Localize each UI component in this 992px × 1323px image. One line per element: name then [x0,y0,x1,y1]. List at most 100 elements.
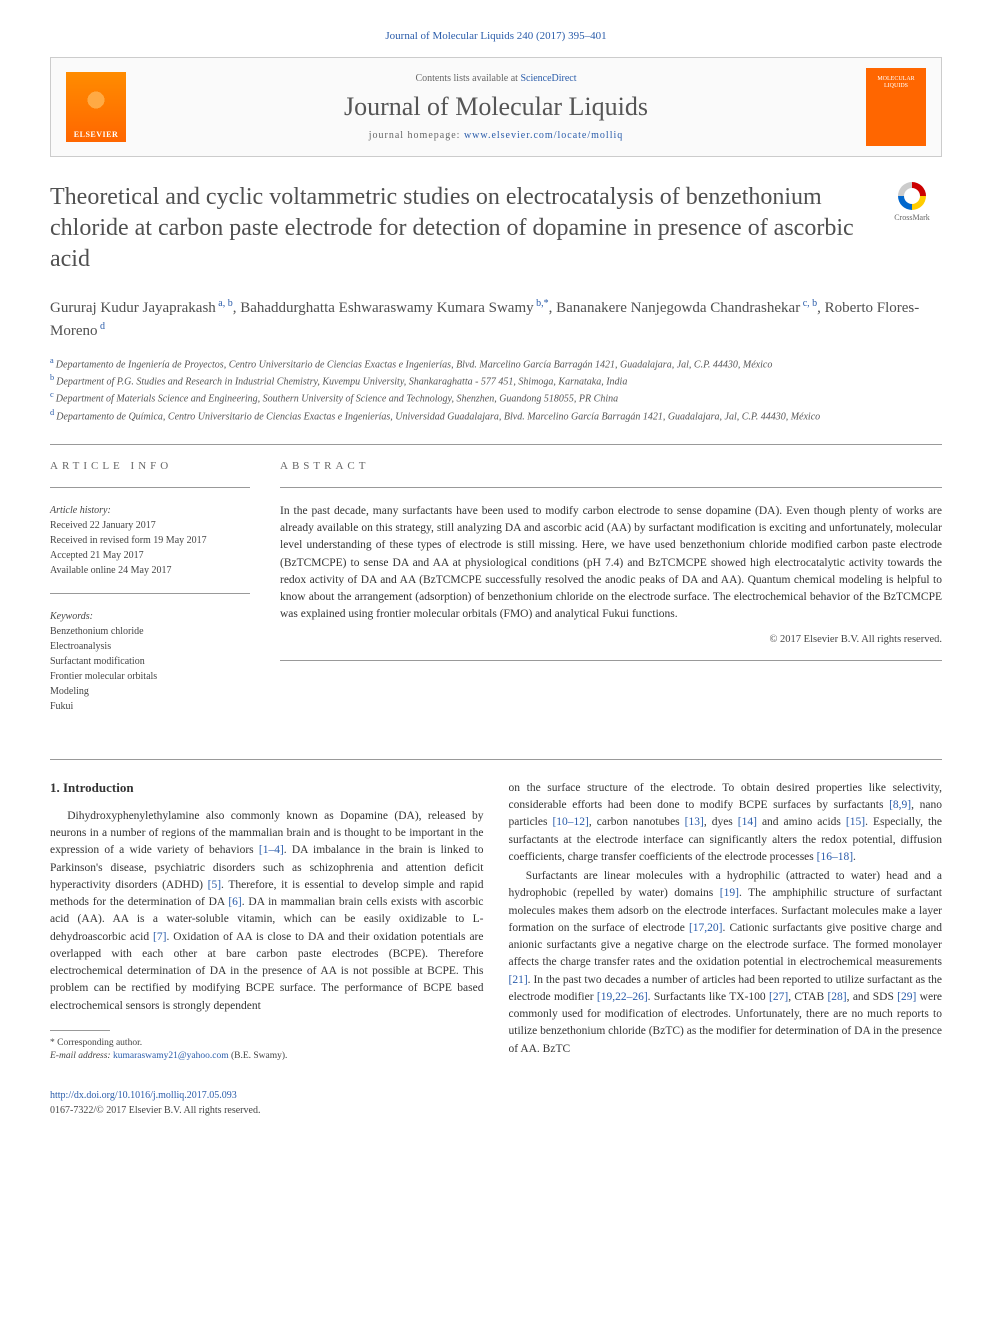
homepage-link[interactable]: www.elsevier.com/locate/molliq [464,130,623,141]
body-divider [50,759,942,760]
journal-banner: ELSEVIER Contents lists available at Sci… [50,57,942,157]
crossmark-icon [898,182,926,210]
abstract-text: In the past decade, many surfactants hav… [280,503,942,624]
footnote-separator [50,1030,110,1031]
keyword-line: Electroanalysis [50,639,250,654]
keyword-line: Surfactant modification [50,654,250,669]
affiliation-line: d Departamento de Química, Centro Univer… [50,407,942,424]
article-history-block: Article history: Received 22 January 201… [50,503,250,578]
body-text-right: on the surface structure of the electrod… [509,780,943,1058]
citation-ref[interactable]: [21] [509,974,528,986]
cover-text-bottom: LIQUIDS [884,83,908,90]
keyword-line: Frontier molecular orbitals [50,669,250,684]
abstract-copyright: © 2017 Elsevier B.V. All rights reserved… [280,634,942,645]
article-title: Theoretical and cyclic voltammetric stud… [50,182,867,276]
cover-text-top: MOLECULAR [877,76,914,83]
keywords-title: Keywords: [50,609,250,624]
sciencedirect-link[interactable]: ScienceDirect [520,73,576,84]
info-divider-mid [50,593,250,594]
citation-ref[interactable]: [17,20] [689,922,723,934]
citation-ref[interactable]: [27] [769,991,788,1003]
citation-ref[interactable]: [13] [685,816,704,828]
intro-paragraph-1: Dihydroxyphenylethylamine also commonly … [50,808,484,1015]
corresponding-author-footnote: * Corresponding author. E-mail address: … [50,1037,484,1064]
doi-link[interactable]: http://dx.doi.org/10.1016/j.molliq.2017.… [50,1090,237,1101]
homepage-prefix: journal homepage: [369,130,464,141]
abstract-label: ABSTRACT [280,460,942,472]
citation-ref[interactable]: [14] [738,816,757,828]
info-abstract-row: ARTICLE INFO Article history: Received 2… [50,460,942,729]
affiliation-sup: b [50,373,56,382]
body-text-left: Dihydroxyphenylethylamine also commonly … [50,808,484,1015]
header-citation: Journal of Molecular Liquids 240 (2017) … [50,30,942,42]
elsevier-logo[interactable]: ELSEVIER [66,72,126,142]
affiliation-sup: d [50,408,56,417]
keyword-line: Fukui [50,699,250,714]
homepage-line: journal homepage: www.elsevier.com/locat… [126,130,866,141]
article-info-column: ARTICLE INFO Article history: Received 2… [50,460,250,729]
citation-ref[interactable]: [6] [228,896,241,908]
citation-ref[interactable]: [10–12] [552,816,588,828]
banner-center: Contents lists available at ScienceDirec… [126,73,866,141]
elsevier-logo-text: ELSEVIER [74,130,118,139]
issn-copyright: 0167-7322/© 2017 Elsevier B.V. All right… [50,1105,260,1116]
citation-ref[interactable]: [28] [827,991,846,1003]
authors-line: Gururaj Kudur Jayaprakash a, b, Bahaddur… [50,296,942,343]
title-row: Theoretical and cyclic voltammetric stud… [50,182,942,276]
journal-name: Journal of Molecular Liquids [126,92,866,122]
history-line: Received 22 January 2017 [50,518,250,533]
contents-available-line: Contents lists available at ScienceDirec… [126,73,866,84]
crossmark-badge[interactable]: CrossMark [882,182,942,222]
citation-ref[interactable]: [15] [846,816,865,828]
affiliation-line: c Department of Materials Science and En… [50,389,942,406]
article-info-label: ARTICLE INFO [50,460,250,472]
email-line: E-mail address: kumaraswamy21@yahoo.com … [50,1050,484,1063]
body-column-left: 1. Introduction Dihydroxyphenylethylamin… [50,780,484,1064]
author-affil-sup: b,* [534,298,549,309]
keyword-line: Benzethonium chloride [50,624,250,639]
history-line: Accepted 21 May 2017 [50,548,250,563]
history-line: Available online 24 May 2017 [50,563,250,578]
affiliations-block: a Departamento de Ingeniería de Proyecto… [50,355,942,424]
citation-ref[interactable]: [29] [897,991,916,1003]
citation-ref[interactable]: [5] [208,879,221,891]
affiliation-sup: c [50,390,56,399]
keywords-block: Keywords: Benzethonium chlorideElectroan… [50,609,250,714]
abstract-column: ABSTRACT In the past decade, many surfac… [280,460,942,729]
author-affil-sup: d [98,321,106,332]
citation-ref[interactable]: [8,9] [889,799,911,811]
info-divider-top [50,487,250,488]
author: Bahaddurghatta Eshwaraswamy Kumara Swamy… [240,300,548,316]
intro-paragraph-1-cont: on the surface structure of the electrod… [509,780,943,866]
citation-ref[interactable]: [19] [720,887,739,899]
section-divider [50,444,942,445]
abstract-divider-top [280,487,942,488]
citation-ref[interactable]: [7] [153,931,166,943]
affiliation-line: b Department of P.G. Studies and Researc… [50,372,942,389]
body-two-column: 1. Introduction Dihydroxyphenylethylamin… [50,780,942,1064]
email-label: E-mail address: [50,1051,113,1061]
author: Gururaj Kudur Jayaprakash a, b [50,300,233,316]
corresponding-email-link[interactable]: kumaraswamy21@yahoo.com [113,1051,229,1061]
introduction-heading: 1. Introduction [50,780,484,796]
corresponding-label: * Corresponding author. [50,1037,484,1050]
abstract-divider-bottom [280,660,942,661]
email-suffix: (B.E. Swamy). [231,1051,287,1061]
history-line: Received in revised form 19 May 2017 [50,533,250,548]
author-affil-sup: a, b [216,298,233,309]
intro-paragraph-2: Surfactants are linear molecules with a … [509,868,943,1058]
keyword-line: Modeling [50,684,250,699]
crossmark-label: CrossMark [894,213,930,222]
affiliation-sup: a [50,356,56,365]
affiliation-line: a Departamento de Ingeniería de Proyecto… [50,355,942,372]
author: Bananakere Nanjegowda Chandrashekar c, b [556,300,817,316]
page-footer: http://dx.doi.org/10.1016/j.molliq.2017.… [50,1088,942,1118]
journal-cover-thumbnail[interactable]: MOLECULAR LIQUIDS [866,68,926,146]
citation-ref[interactable]: [1–4] [259,844,284,856]
author-affil-sup: c, b [800,298,817,309]
citation-ref[interactable]: [16–18] [817,851,853,863]
citation-ref[interactable]: [19,22–26] [597,991,648,1003]
contents-prefix: Contents lists available at [415,73,520,84]
body-column-right: on the surface structure of the electrod… [509,780,943,1064]
history-title: Article history: [50,503,250,518]
